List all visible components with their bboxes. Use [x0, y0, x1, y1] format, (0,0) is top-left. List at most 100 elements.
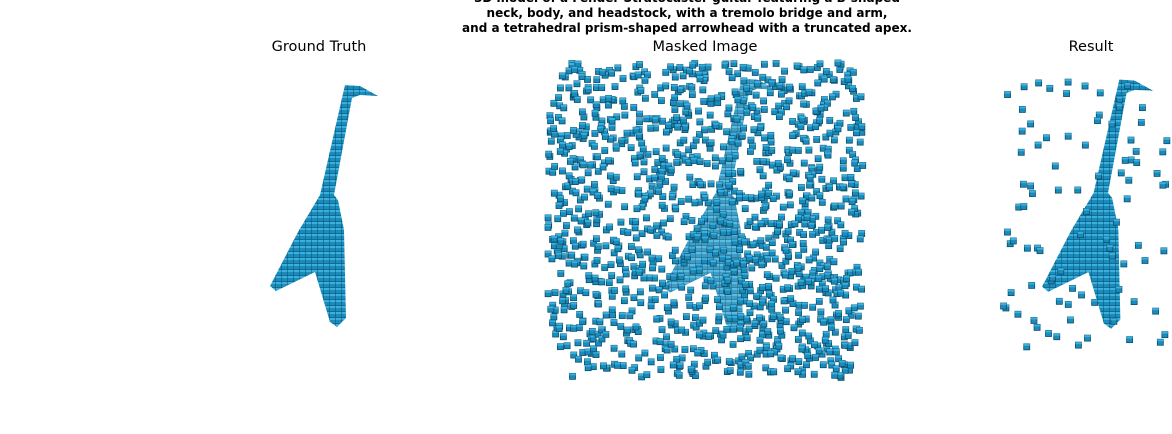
- voxel-top: [685, 294, 692, 297]
- voxel-top: [575, 61, 582, 64]
- voxel-top: [778, 262, 785, 265]
- voxel-top: [830, 177, 837, 180]
- voxel-top: [1065, 133, 1072, 136]
- voxel-top: [702, 236, 709, 239]
- voxel-top: [691, 60, 698, 63]
- voxel-top: [751, 214, 758, 217]
- voxel-top: [799, 116, 806, 119]
- voxel-top: [618, 351, 625, 354]
- voxel-top: [653, 316, 660, 319]
- voxel-top: [789, 132, 796, 135]
- voxel-top: [775, 160, 782, 163]
- voxel-top: [857, 93, 864, 96]
- voxel-top: [1091, 299, 1098, 302]
- voxel-top: [665, 122, 672, 125]
- voxel-top: [858, 123, 865, 126]
- voxel-top: [754, 81, 761, 84]
- voxel-top: [737, 335, 744, 338]
- voxel-top: [705, 333, 712, 336]
- voxel-top: [608, 70, 615, 73]
- voxel-top: [635, 246, 642, 249]
- voxel-top: [842, 326, 849, 329]
- voxel-top: [609, 96, 616, 99]
- voxel-top: [745, 65, 752, 68]
- voxel-top: [816, 298, 823, 301]
- voxel-top: [672, 74, 679, 77]
- voxel-top: [822, 285, 829, 288]
- voxel-top: [658, 229, 665, 232]
- voxel-top: [765, 182, 772, 185]
- voxel-top: [633, 234, 640, 237]
- voxel-top: [816, 117, 823, 120]
- voxel-top: [794, 368, 801, 371]
- voxel-top: [803, 138, 810, 141]
- voxel-top: [741, 272, 748, 275]
- voxel-top: [811, 341, 818, 344]
- voxel-top: [704, 160, 711, 163]
- voxel-top: [614, 245, 621, 248]
- voxel-top: [804, 352, 811, 355]
- voxel-top: [712, 163, 719, 166]
- voxel-top: [568, 252, 575, 255]
- voxel-top: [726, 68, 733, 71]
- voxel-top: [697, 158, 704, 161]
- voxel-top: [737, 361, 744, 364]
- voxel-top: [1109, 253, 1116, 256]
- voxel-top: [777, 355, 784, 358]
- voxel-top: [712, 327, 719, 330]
- voxel-top: [827, 357, 834, 360]
- voxel-top: [819, 199, 826, 202]
- voxel-top: [761, 106, 768, 109]
- voxel-top: [1034, 324, 1041, 327]
- voxel-top: [788, 221, 795, 224]
- voxel-top: [654, 159, 661, 162]
- voxel-top: [1056, 298, 1063, 301]
- voxel-top: [559, 117, 566, 120]
- voxel-top: [690, 231, 697, 234]
- voxel-top: [848, 209, 855, 212]
- voxel-top: [737, 369, 744, 372]
- voxel-top: [802, 207, 809, 210]
- voxel-top: [591, 143, 598, 146]
- voxel-top: [582, 289, 589, 292]
- voxel-top: [545, 290, 552, 293]
- voxel-top: [569, 63, 576, 66]
- voxel-top: [850, 196, 857, 199]
- voxel-top: [820, 101, 827, 104]
- voxel-top: [702, 295, 709, 298]
- voxel-top: [758, 191, 765, 194]
- voxel-top: [812, 123, 819, 126]
- voxel-top: [843, 275, 850, 278]
- voxel-top: [740, 64, 747, 67]
- voxel-top: [668, 341, 675, 344]
- voxel-top: [595, 68, 602, 71]
- voxel-top: [702, 137, 709, 140]
- voxel-top: [574, 339, 581, 342]
- voxel-top: [740, 77, 747, 80]
- voxel-top: [564, 132, 571, 135]
- voxel-top: [696, 118, 703, 121]
- voxel-top: [632, 63, 639, 66]
- figure-title-line: neck, body, and headstock, with a tremol…: [487, 6, 888, 20]
- voxel-top: [796, 229, 803, 232]
- voxel-top: [799, 330, 806, 333]
- voxel-top: [847, 362, 854, 365]
- voxel-top: [702, 75, 709, 78]
- voxel-top: [668, 166, 675, 169]
- voxel-top: [1128, 137, 1135, 140]
- voxel-top: [783, 174, 790, 177]
- voxel-top: [677, 139, 684, 142]
- voxel-top: [729, 74, 736, 77]
- voxel-top: [762, 202, 769, 205]
- voxel-top: [756, 314, 763, 317]
- voxel-top: [606, 224, 613, 227]
- voxel-top: [570, 127, 577, 130]
- voxel-top: [730, 60, 737, 63]
- voxel-top: [832, 346, 839, 349]
- voxel-top: [545, 222, 552, 225]
- voxel-top: [583, 340, 590, 343]
- voxel-top: [786, 175, 793, 178]
- voxel-top: [741, 239, 748, 242]
- voxel-top: [789, 147, 796, 150]
- voxel-top: [656, 181, 663, 184]
